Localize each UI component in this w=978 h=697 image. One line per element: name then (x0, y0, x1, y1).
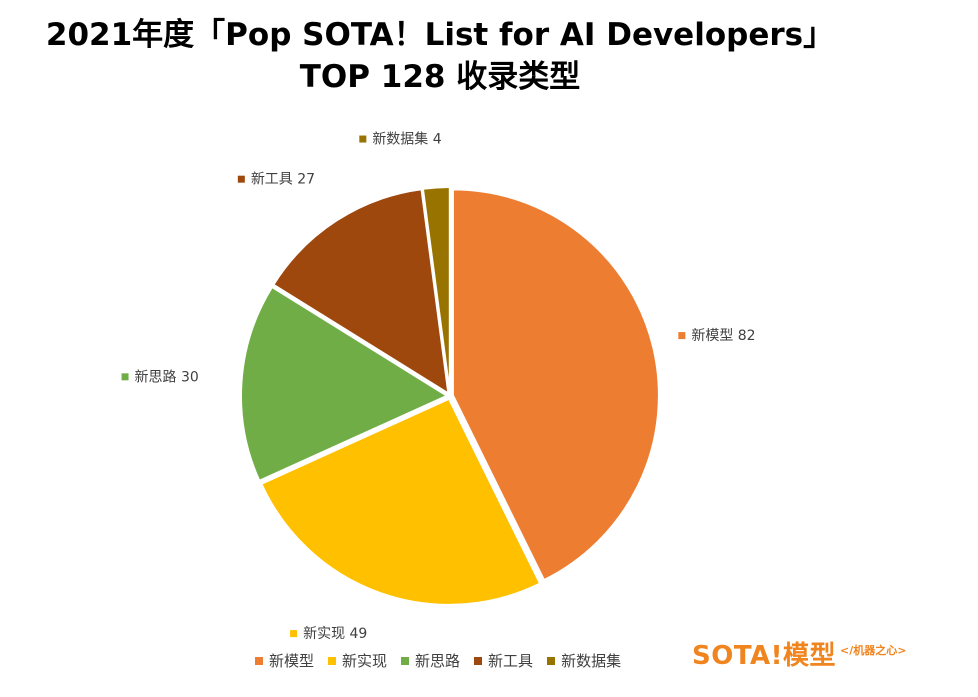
logo-main-text: SOTA!模型 (692, 641, 837, 671)
data-label-5: 新数据集 4 (359, 131, 442, 148)
data-label-text: 新模型 82 (691, 328, 755, 344)
legend-item-2: 新实现 (328, 650, 387, 671)
data-label-1: 新模型 82 (678, 328, 756, 344)
chart-legend: 新模型 新实现 新思路 新工具 新数据集 (255, 650, 621, 671)
logo-sub-text: </机器之心> (840, 644, 907, 657)
legend-label: 新模型 (269, 652, 315, 670)
legend-label: 新思路 (415, 652, 461, 670)
pie-slice-2 (260, 397, 542, 606)
legend-label: 新实现 (342, 652, 388, 670)
data-label-swatch (678, 332, 686, 340)
data-label-swatch (237, 175, 245, 183)
legend-swatch (401, 656, 410, 665)
data-label-text: 新工具 27 (251, 172, 315, 188)
data-label-swatch (121, 373, 129, 381)
pie-slice-3 (240, 285, 450, 483)
legend-label: 新数据集 (561, 652, 622, 670)
pie-slice-5 (421, 186, 451, 394)
data-label-swatch (290, 630, 298, 638)
chart-title-line2: TOP 128 收录类型 (299, 59, 581, 95)
sota-logo: SOTA!模型 </机器之心> (692, 636, 906, 676)
legend-item-3: 新思路 (401, 650, 460, 671)
data-label-3: 新思路 30 (121, 369, 199, 385)
pie-slice-4 (272, 188, 450, 396)
data-label-text: 新实现 49 (303, 626, 367, 642)
data-label-text: 新数据集 4 (372, 131, 441, 148)
data-label-swatch (359, 135, 367, 143)
data-label-text: 新思路 30 (135, 369, 199, 385)
pie-slice-1 (451, 188, 660, 582)
legend-label: 新工具 (488, 652, 534, 670)
legend-swatch (474, 656, 483, 665)
chart-title-line1: 2021年度「Pop SOTA！List for AI Developers」 (45, 17, 835, 53)
legend-swatch (547, 656, 556, 665)
legend-item-4: 新工具 (474, 650, 533, 671)
data-label-2: 新实现 49 (290, 626, 367, 642)
legend-swatch (255, 656, 263, 665)
legend-item-5: 新数据集 (547, 650, 621, 671)
legend-swatch (328, 656, 337, 665)
legend-item-1: 新模型 (255, 650, 314, 671)
data-label-4: 新工具 27 (237, 172, 315, 188)
chart-title: 2021年度「Pop SOTA！List for AI Developers」 … (0, 14, 880, 98)
